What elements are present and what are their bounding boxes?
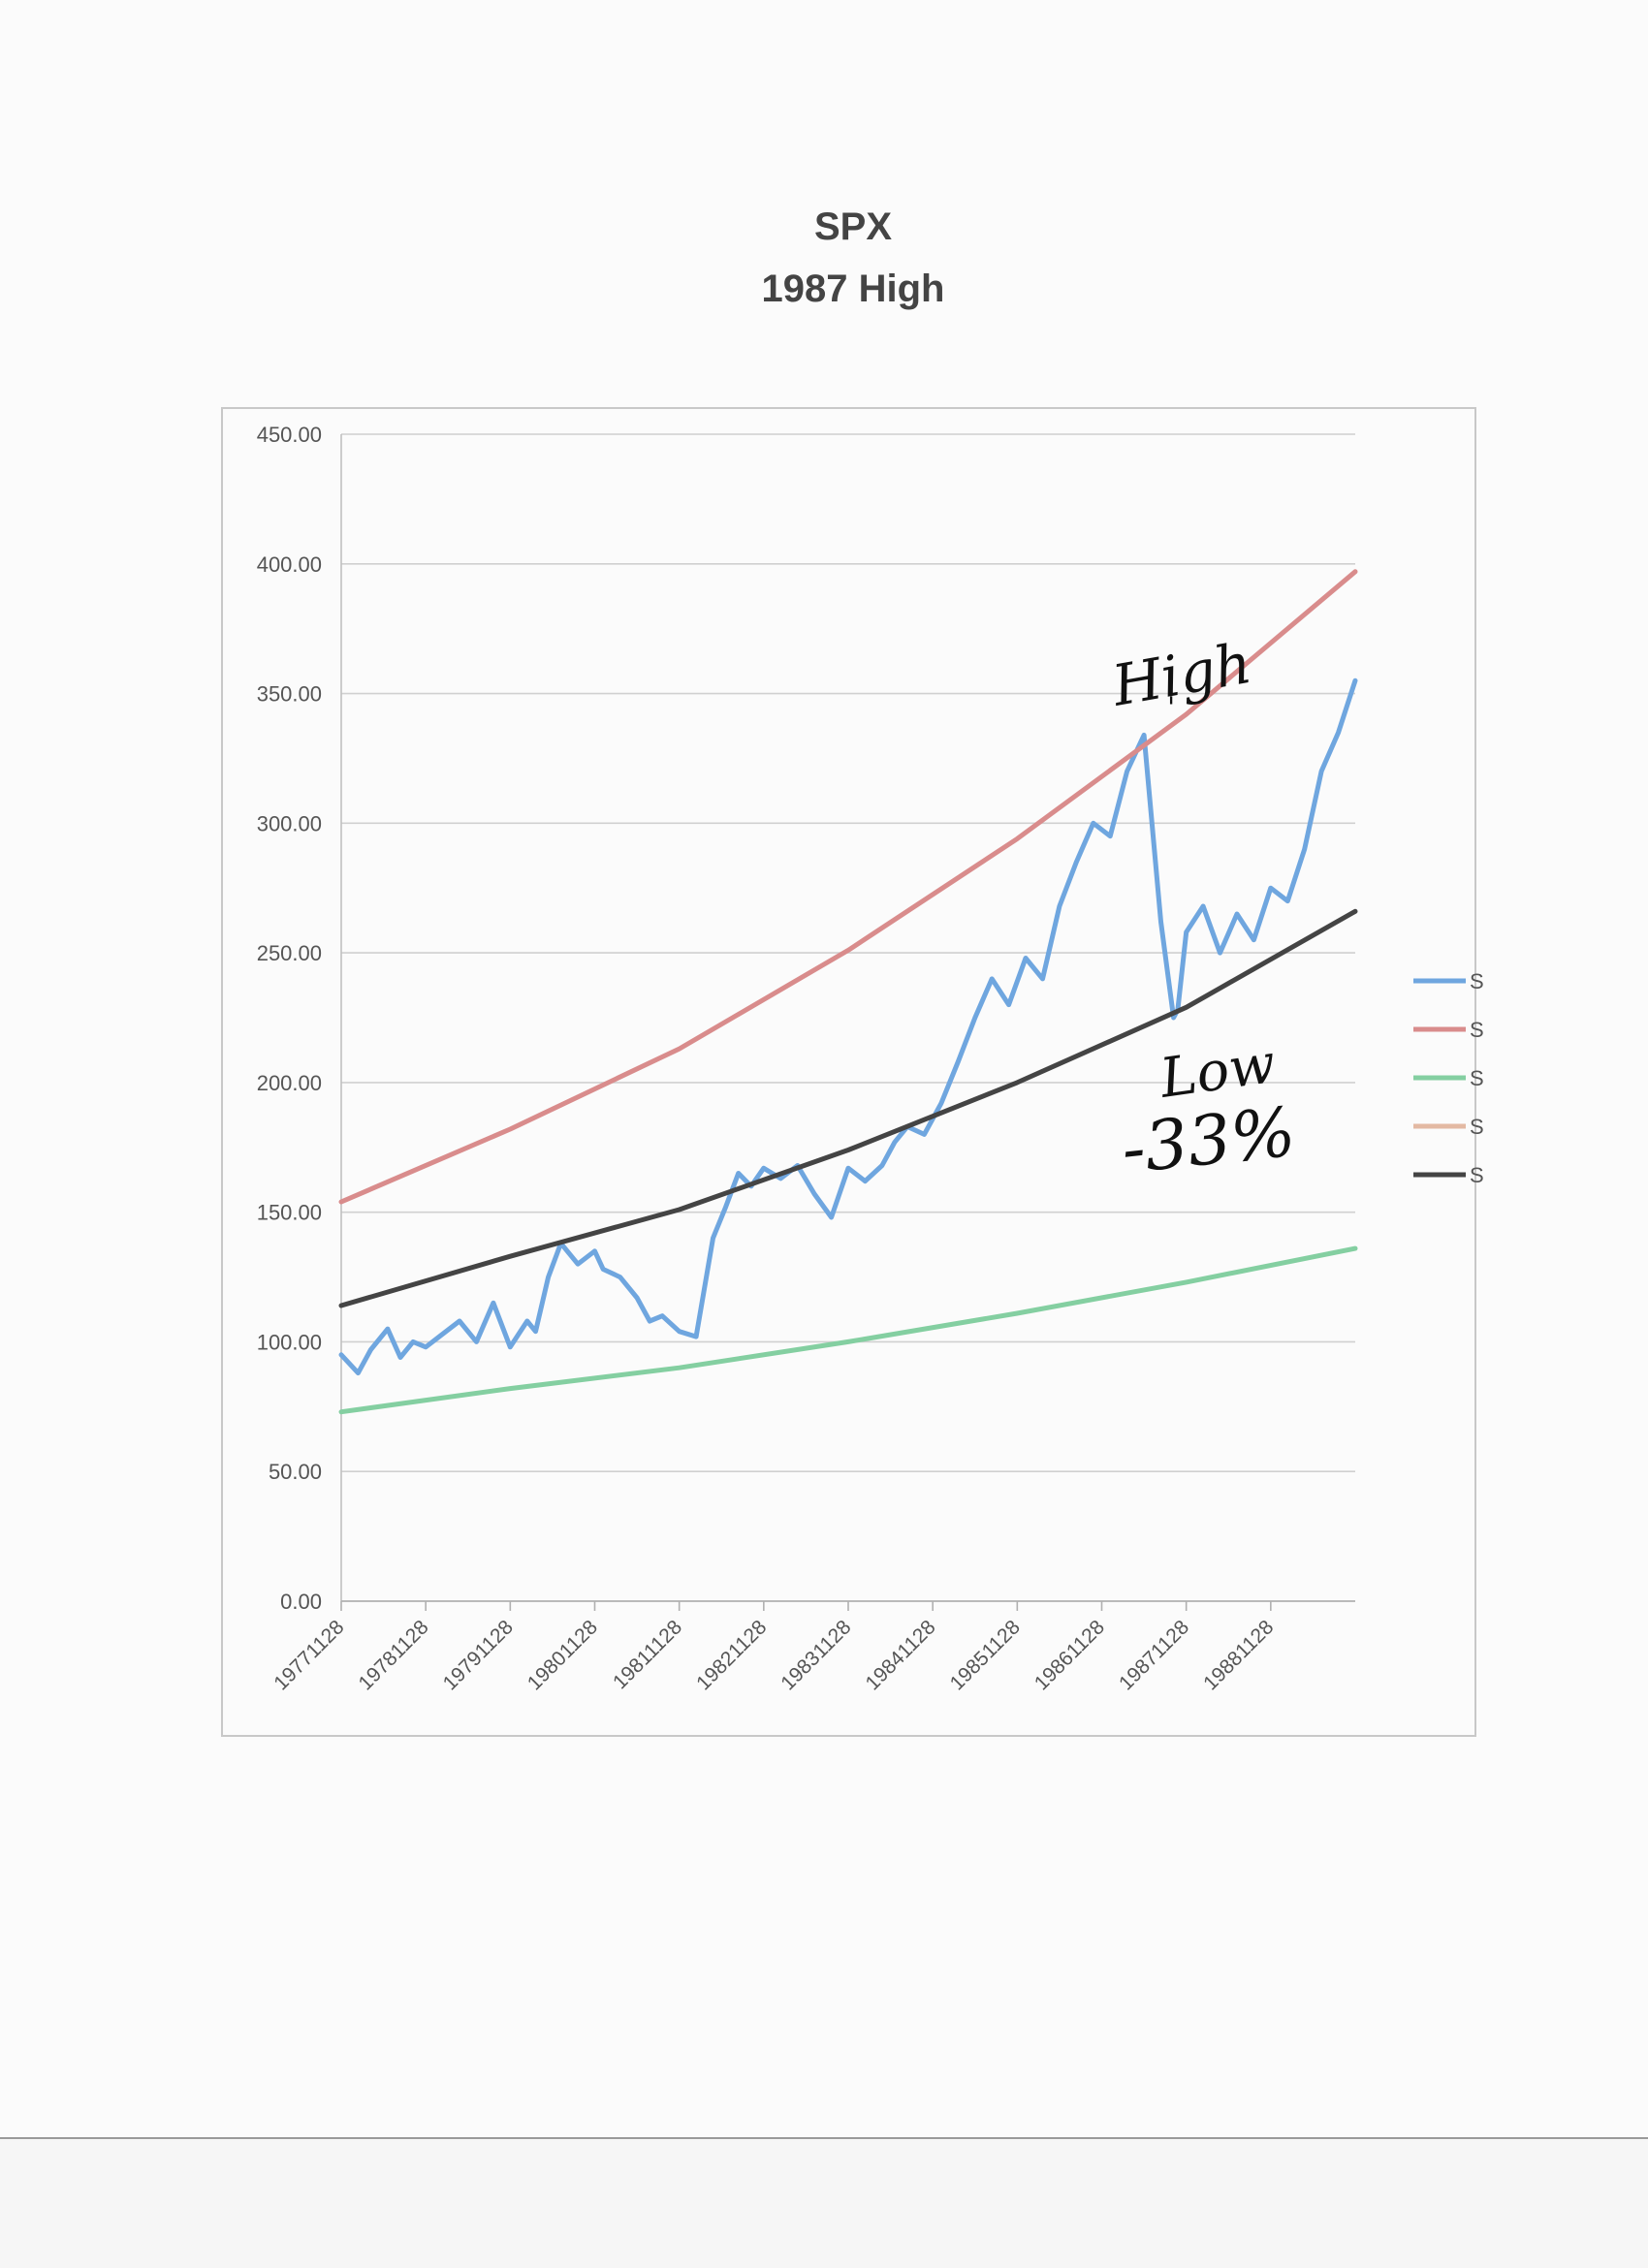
legend-label: S — [1470, 1066, 1484, 1090]
y-tick-label: 200.00 — [257, 1071, 322, 1095]
x-tick-label: 19881128 — [1199, 1616, 1278, 1694]
scanner-edge — [0, 2137, 1648, 2268]
high-tick-mark: ' — [1167, 691, 1175, 725]
y-tick-label: 100.00 — [257, 1330, 322, 1354]
chart-area-frame — [221, 407, 1476, 1737]
y-tick-label: 150.00 — [257, 1201, 322, 1225]
y-tick-label: 300.00 — [257, 811, 322, 835]
y-tick-label: 0.00 — [280, 1590, 322, 1614]
y-tick-label: 450.00 — [257, 423, 322, 447]
annotation-high: High — [1107, 630, 1256, 719]
chart-title: SPX — [813, 205, 893, 248]
x-tick-label: 19861128 — [1030, 1616, 1109, 1694]
x-tick-label: 19831128 — [776, 1616, 855, 1694]
x-axis-tick-labels: 19771128 19781128 19791128 19801128 19811128… — [269, 1616, 1278, 1694]
y-tick-label: 50.00 — [269, 1460, 322, 1484]
x-tick-label: 19841128 — [861, 1616, 939, 1694]
x-tick-label: 19821128 — [692, 1616, 771, 1694]
x-tick-label: 19871128 — [1115, 1616, 1193, 1694]
x-tick-label: 19811128 — [609, 1616, 686, 1693]
y-tick-label: 400.00 — [257, 552, 322, 577]
annotation-drop-percent: -33% — [1118, 1092, 1299, 1189]
x-tick-label: 19851128 — [946, 1616, 1025, 1694]
handwritten-annotations: High ' Low -33% — [1107, 630, 1299, 1189]
x-axis — [340, 434, 1355, 1611]
series-line-3 — [338, 1245, 1358, 1415]
chart-subtitle: 1987 High — [761, 268, 945, 310]
x-tick-label: 19791128 — [439, 1616, 518, 1694]
legend-label: S — [1470, 1163, 1484, 1187]
y-axis-tick-labels: 0.00 50.00 100.00 150.00 200.00 250.00 300.00 3… — [257, 423, 322, 1614]
series-lines — [338, 569, 1358, 1415]
y-tick-label: 250.00 — [257, 941, 322, 965]
y-tick-label: 350.00 — [257, 682, 322, 707]
series-line-2 — [338, 569, 1358, 1205]
legend-label: S — [1470, 1018, 1484, 1042]
series-line-1 — [338, 677, 1358, 1376]
legend-label: S — [1470, 969, 1484, 993]
x-tick-label: 19801128 — [523, 1616, 602, 1694]
x-tick-label: 19771128 — [269, 1616, 348, 1694]
legend-label: S — [1470, 1115, 1484, 1139]
series-line-4 — [338, 908, 1358, 1308]
x-tick-label: 19781128 — [354, 1616, 432, 1694]
